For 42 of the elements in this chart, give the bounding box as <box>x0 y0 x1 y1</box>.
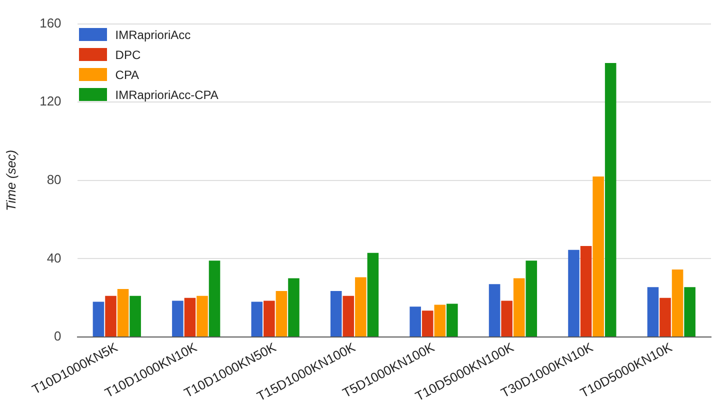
y-tick-label: 160 <box>40 15 62 30</box>
bar <box>355 277 366 336</box>
bar <box>342 296 354 336</box>
bar <box>672 269 684 336</box>
bar <box>330 290 342 336</box>
bar <box>488 284 500 336</box>
bar <box>410 306 421 336</box>
y-tick-label: 40 <box>46 250 62 266</box>
bar <box>513 278 525 336</box>
legend-label: IMRaprioriAcc-CPA <box>115 88 218 102</box>
bar <box>604 62 616 336</box>
legend-label: DPC <box>115 48 141 62</box>
bar <box>288 278 300 336</box>
bar <box>647 287 659 336</box>
bar <box>526 260 538 336</box>
bar <box>105 296 116 336</box>
y-tick-label: 80 <box>46 172 62 187</box>
bar <box>422 310 434 336</box>
bar <box>580 246 592 336</box>
bar <box>264 300 275 336</box>
bar <box>172 300 184 336</box>
y-axis-title: Time (sec) <box>3 150 18 212</box>
bar <box>92 302 104 336</box>
bar <box>184 298 196 336</box>
bar <box>446 304 458 336</box>
bar <box>276 290 288 336</box>
bar <box>208 260 220 336</box>
bar <box>117 289 129 336</box>
bar <box>367 252 379 336</box>
bar <box>130 296 141 336</box>
bar <box>501 300 512 336</box>
bar <box>592 176 604 336</box>
bar <box>196 296 208 336</box>
bar <box>434 304 446 336</box>
y-tick-label: 120 <box>40 94 62 109</box>
bar <box>660 298 671 336</box>
bar <box>251 302 263 336</box>
bar <box>568 250 580 336</box>
bar <box>684 287 696 336</box>
legend-label: IMRaprioriAcc <box>115 28 191 42</box>
legend-label: CPA <box>115 68 140 82</box>
y-tick-label: 0 <box>54 328 62 344</box>
